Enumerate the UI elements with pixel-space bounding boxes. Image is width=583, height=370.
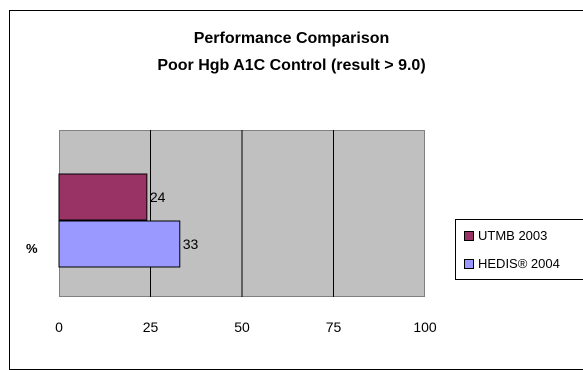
- bar-0: [58, 173, 148, 221]
- x-tick-label-75: 75: [326, 319, 342, 335]
- bar-1: [58, 220, 181, 268]
- legend-item-hedis: HEDIS® 2004: [464, 256, 560, 271]
- data-label-0: 24: [150, 189, 166, 205]
- x-tick-label-25: 25: [143, 319, 159, 335]
- legend-label-hedis: HEDIS® 2004: [478, 256, 560, 271]
- data-label-1: 33: [183, 236, 199, 252]
- chart-svg: 0 25 50 75 100 24 33: [55, 130, 437, 335]
- x-tick-label-100: 100: [413, 319, 437, 335]
- chart-title: Performance Comparison: [193, 30, 390, 47]
- chart-subtitle: Poor Hgb A1C Control (result > 9.0): [157, 57, 426, 74]
- legend-swatch-utmb: [464, 230, 474, 241]
- x-tick-label-0: 0: [55, 319, 63, 335]
- legend-swatch-hedis: [464, 258, 474, 269]
- legend: UTMB 2003 HEDIS® 2004: [455, 219, 583, 280]
- x-tick-label-50: 50: [234, 319, 250, 335]
- y-axis-label: %: [26, 241, 38, 256]
- legend-item-utmb: UTMB 2003: [464, 228, 547, 243]
- legend-label-utmb: UTMB 2003: [478, 228, 548, 243]
